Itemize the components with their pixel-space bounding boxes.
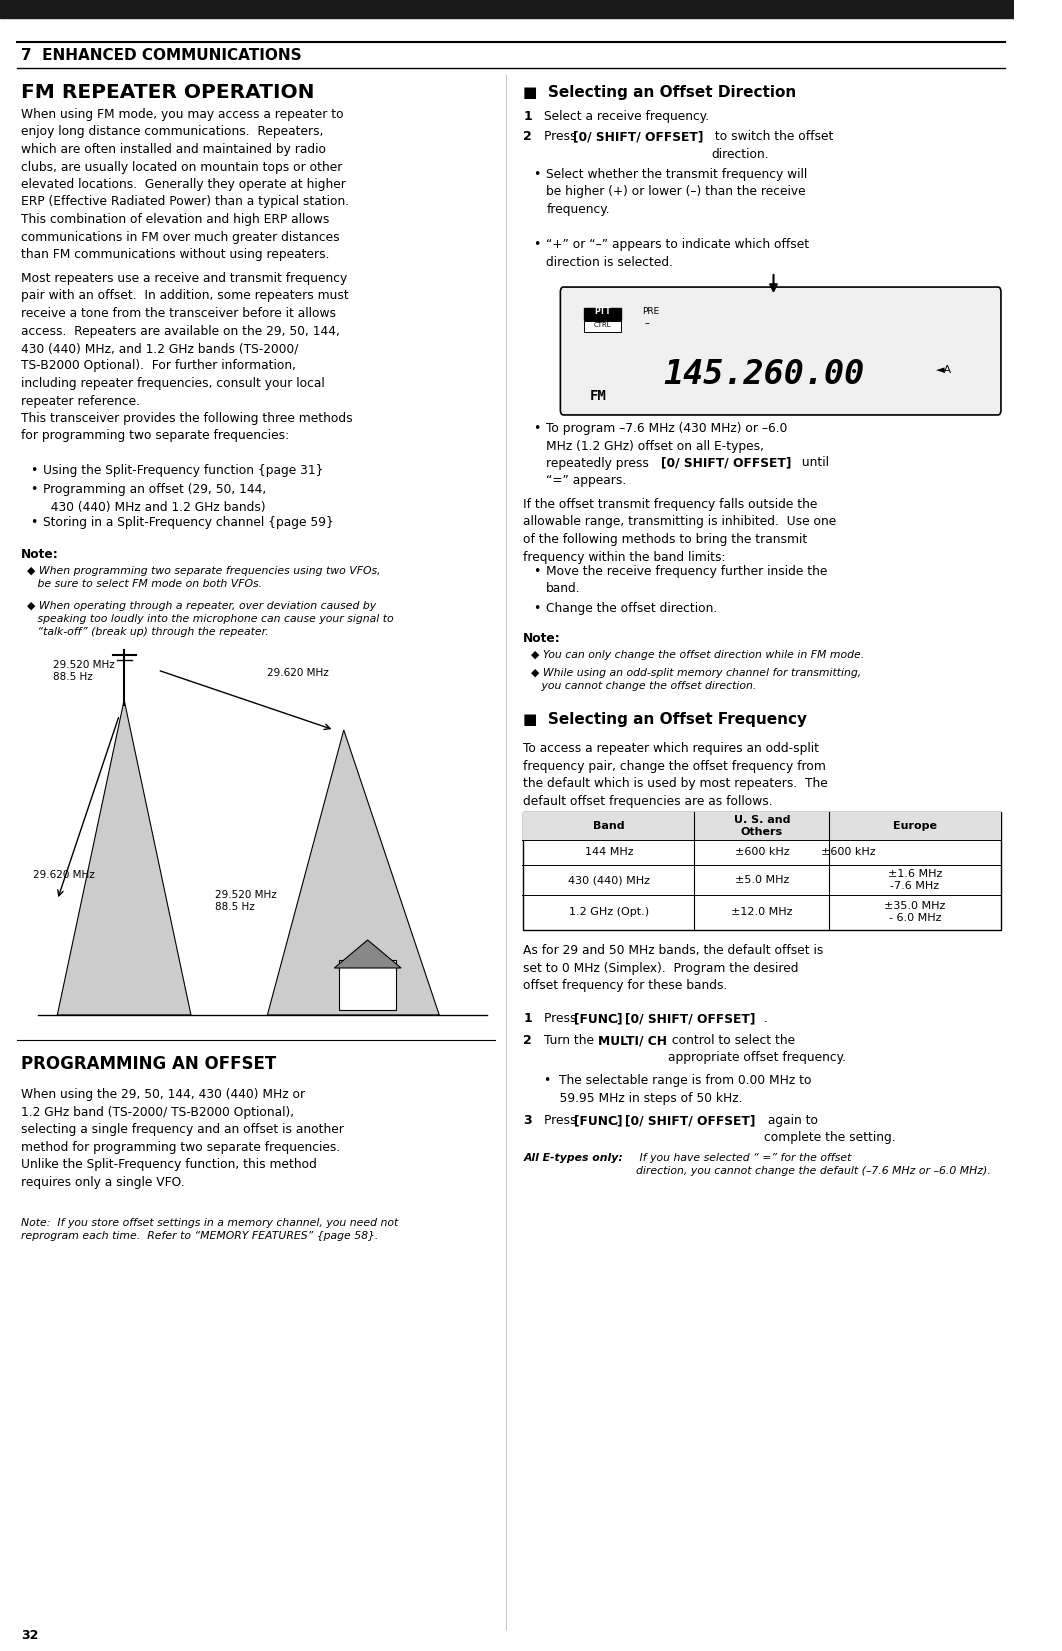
- Polygon shape: [335, 939, 401, 967]
- Text: •  The selectable range is from 0.00 MHz to
    59.95 MHz in steps of 50 kHz.: • The selectable range is from 0.00 MHz …: [545, 1075, 811, 1105]
- Text: [FUNC]: [FUNC]: [573, 1114, 622, 1128]
- Text: When using FM mode, you may access a repeater to
enjoy long distance communicati: When using FM mode, you may access a rep…: [21, 107, 349, 261]
- Text: “+” or “–” appears to indicate which offset
direction is selected.: “+” or “–” appears to indicate which off…: [546, 238, 809, 269]
- Text: ◄A: ◄A: [936, 365, 952, 375]
- Text: 3: 3: [524, 1114, 532, 1128]
- Text: control to select the
appropriate offset frequency.: control to select the appropriate offset…: [668, 1034, 846, 1065]
- Text: Turn the: Turn the: [545, 1034, 598, 1047]
- Bar: [584, 309, 620, 320]
- Bar: [0, 0, 1014, 18]
- Bar: [339, 959, 396, 1010]
- Text: 7  ENHANCED COMMUNICATIONS: 7 ENHANCED COMMUNICATIONS: [21, 48, 302, 63]
- Text: Note:  If you store offset settings in a memory channel, you need not
reprogram : Note: If you store offset settings in a …: [21, 1218, 398, 1242]
- Text: Select whether the transmit frequency will
be higher (+) or lower (–) than the r: Select whether the transmit frequency wi…: [546, 168, 807, 216]
- Text: ±600 kHz: ±600 kHz: [821, 847, 875, 857]
- Text: ■  Selecting an Offset Direction: ■ Selecting an Offset Direction: [524, 84, 796, 99]
- Text: •: •: [31, 517, 38, 528]
- Text: 1: 1: [524, 111, 532, 124]
- Text: ◆ When operating through a repeater, over deviation caused by
   speaking too lo: ◆ When operating through a repeater, ove…: [27, 601, 393, 637]
- Text: ◆ While using an odd-split memory channel for transmitting,
   you cannot change: ◆ While using an odd-split memory channe…: [531, 669, 861, 692]
- Text: [0/ SHIFT/ OFFSET]: [0/ SHIFT/ OFFSET]: [573, 130, 703, 144]
- Text: Note:: Note:: [524, 632, 561, 646]
- Text: [0/ SHIFT/ OFFSET]: [0/ SHIFT/ OFFSET]: [626, 1012, 756, 1025]
- Text: Most repeaters use a receive and transmit frequency
pair with an offset.  In add: Most repeaters use a receive and transmi…: [21, 272, 348, 408]
- Text: •: •: [533, 238, 541, 251]
- Text: Europe: Europe: [893, 821, 937, 830]
- Text: U. S. and
Others: U. S. and Others: [734, 816, 790, 837]
- Text: to switch the offset
direction.: to switch the offset direction.: [712, 130, 834, 160]
- Text: –: –: [645, 319, 650, 329]
- Text: •: •: [533, 565, 541, 578]
- FancyBboxPatch shape: [561, 287, 1001, 414]
- Text: When using the 29, 50, 144, 430 (440) MHz or
1.2 GHz band (TS-2000/ TS-B2000 Opt: When using the 29, 50, 144, 430 (440) MH…: [21, 1088, 344, 1189]
- Text: CTRL: CTRL: [594, 322, 612, 329]
- Text: [0/ SHIFT/ OFFSET]: [0/ SHIFT/ OFFSET]: [626, 1114, 756, 1128]
- Text: To program –7.6 MHz (430 MHz) or –6.0
MHz (1.2 GHz) offset on all E-types,
repea: To program –7.6 MHz (430 MHz) or –6.0 MH…: [546, 423, 788, 471]
- Text: ,: ,: [615, 1114, 622, 1128]
- Text: 1.2 GHz (Opt.): 1.2 GHz (Opt.): [569, 906, 649, 916]
- Text: ±600 kHz: ±600 kHz: [735, 847, 789, 857]
- Text: 2: 2: [524, 130, 532, 144]
- Text: ■  Selecting an Offset Frequency: ■ Selecting an Offset Frequency: [524, 712, 807, 726]
- Text: 29.520 MHz
88.5 Hz: 29.520 MHz 88.5 Hz: [52, 660, 115, 682]
- Text: ±1.6 MHz
-7.6 MHz: ±1.6 MHz -7.6 MHz: [888, 868, 942, 892]
- Text: Programming an offset (29, 50, 144,
  430 (440) MHz and 1.2 GHz bands): Programming an offset (29, 50, 144, 430 …: [42, 484, 267, 513]
- Text: Note:: Note:: [21, 548, 58, 561]
- Text: All E-types only:: All E-types only:: [524, 1152, 623, 1162]
- Bar: [524, 812, 1000, 840]
- Text: 29.620 MHz: 29.620 MHz: [33, 870, 96, 880]
- Text: Change the offset direction.: Change the offset direction.: [546, 603, 718, 616]
- Text: To access a repeater which requires an odd-split
frequency pair, change the offs: To access a repeater which requires an o…: [524, 741, 828, 807]
- Text: This transceiver provides the following three methods
for programming two separa: This transceiver provides the following …: [21, 413, 353, 442]
- Text: Press: Press: [545, 1114, 581, 1128]
- Text: MULTI/ CH: MULTI/ CH: [598, 1034, 667, 1047]
- Text: •: •: [533, 168, 541, 182]
- Text: •: •: [533, 423, 541, 434]
- Text: [FUNC]: [FUNC]: [573, 1012, 622, 1025]
- Polygon shape: [268, 730, 440, 1015]
- Bar: [584, 320, 620, 332]
- Text: Storing in a Split-Frequency channel {page 59}: Storing in a Split-Frequency channel {pa…: [42, 517, 333, 528]
- Bar: [524, 812, 1000, 930]
- Text: 29.520 MHz
88.5 Hz: 29.520 MHz 88.5 Hz: [215, 890, 276, 913]
- Text: 1: 1: [524, 1012, 532, 1025]
- Text: Band: Band: [594, 821, 626, 830]
- Text: 430 (440) MHz: 430 (440) MHz: [568, 875, 650, 885]
- Text: [0/ SHIFT/ OFFSET]: [0/ SHIFT/ OFFSET]: [661, 456, 791, 469]
- Text: 144 MHz: 144 MHz: [585, 847, 634, 857]
- Text: PROGRAMMING AN OFFSET: PROGRAMMING AN OFFSET: [21, 1055, 276, 1073]
- Text: ±12.0 MHz: ±12.0 MHz: [732, 906, 793, 916]
- Text: ,: ,: [615, 1012, 622, 1025]
- Text: until: until: [799, 456, 829, 469]
- Text: Move the receive frequency further inside the
band.: Move the receive frequency further insid…: [546, 565, 827, 596]
- Text: PTT: PTT: [595, 307, 611, 317]
- Text: If the offset transmit frequency falls outside the
allowable range, transmitting: If the offset transmit frequency falls o…: [524, 499, 837, 563]
- Text: 32: 32: [21, 1628, 38, 1641]
- Text: ±35.0 MHz
- 6.0 MHz: ±35.0 MHz - 6.0 MHz: [885, 901, 945, 923]
- Text: ◆ You can only change the offset direction while in FM mode.: ◆ You can only change the offset directi…: [531, 650, 864, 660]
- Text: again to
complete the setting.: again to complete the setting.: [764, 1114, 895, 1144]
- Text: 29.620 MHz: 29.620 MHz: [268, 669, 329, 679]
- Text: “=” appears.: “=” appears.: [546, 474, 627, 487]
- Text: 2: 2: [524, 1034, 532, 1047]
- Text: ◆ When programming two separate frequencies using two VFOs,
   be sure to select: ◆ When programming two separate frequenc…: [27, 566, 380, 589]
- Text: PRE: PRE: [641, 307, 660, 315]
- Text: FM REPEATER OPERATION: FM REPEATER OPERATION: [21, 83, 314, 101]
- Text: Select a receive frequency.: Select a receive frequency.: [545, 111, 709, 124]
- Text: If you have selected “ =” for the offset
direction, you cannot change the defaul: If you have selected “ =” for the offset…: [636, 1152, 991, 1176]
- Text: FM: FM: [590, 390, 606, 403]
- Text: •: •: [31, 464, 38, 477]
- Polygon shape: [57, 700, 191, 1015]
- Text: As for 29 and 50 MHz bands, the default offset is
set to 0 MHz (Simplex).  Progr: As for 29 and 50 MHz bands, the default …: [524, 944, 824, 992]
- Text: •: •: [533, 603, 541, 616]
- Text: .: .: [764, 1012, 768, 1025]
- Text: Press: Press: [545, 1012, 581, 1025]
- Text: Press: Press: [545, 130, 581, 144]
- Text: •: •: [31, 484, 38, 495]
- Text: Using the Split-Frequency function {page 31}: Using the Split-Frequency function {page…: [42, 464, 323, 477]
- Text: ±5.0 MHz: ±5.0 MHz: [735, 875, 789, 885]
- Text: 145.260.00: 145.260.00: [664, 358, 864, 391]
